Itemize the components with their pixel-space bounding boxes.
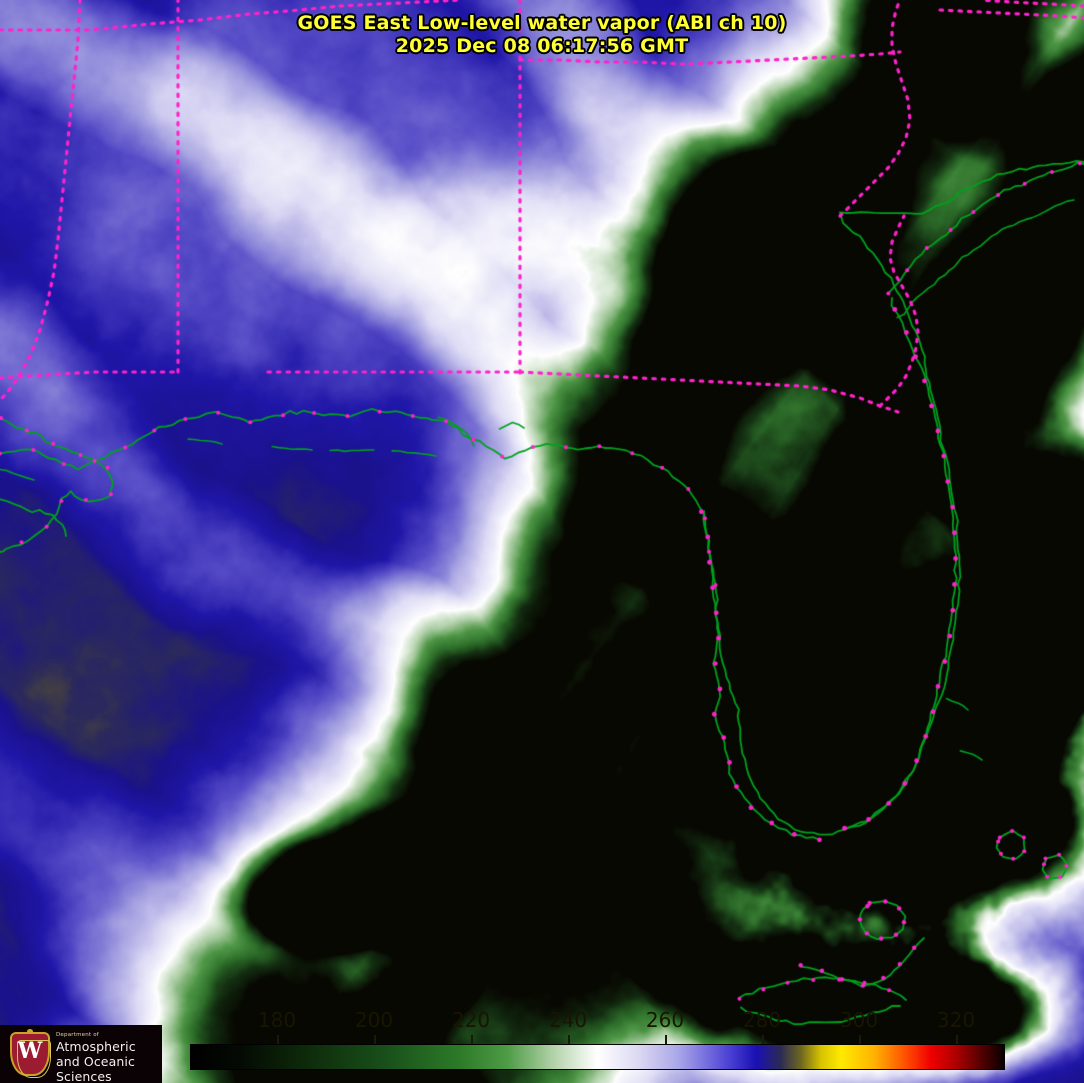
logo-text-block: Department of Atmospheric and Oceanic Sc… (56, 1032, 160, 1083)
colorbar-tick-marks (190, 1034, 1005, 1044)
colorbar-tick-label: 220 (451, 1008, 491, 1032)
logo-name-line-1: Atmospheric (56, 1039, 136, 1054)
logo-name-line-2: and Oceanic Sciences (56, 1054, 135, 1083)
crest-shield-icon (10, 1032, 51, 1078)
colorbar-tick (762, 1035, 764, 1044)
colorbar-tick (665, 1035, 667, 1044)
colorbar-tick-label: 300 (839, 1008, 879, 1032)
logo-department-line: Department of (56, 1032, 99, 1038)
uw-aos-logo: W Department of Atmospheric and Oceanic … (0, 1025, 162, 1083)
colorbar-tick-label: 240 (548, 1008, 588, 1032)
crest-letter: W (17, 1038, 43, 1064)
colorbar-tick-label: 260 (645, 1008, 685, 1032)
crest-finial-icon (27, 1029, 33, 1034)
colorbar-tick (859, 1035, 861, 1044)
colorbar-tick-label: 320 (936, 1008, 976, 1032)
colorbar-tick (568, 1035, 570, 1044)
colorbar-tick (956, 1035, 958, 1044)
colorbar-tick-label: 180 (257, 1008, 297, 1032)
colorbar-tick-labels: 180 200 220 240 260 280 300 320 (190, 1008, 1005, 1034)
colorbar-tick (471, 1035, 473, 1044)
colorbar-tick (374, 1035, 376, 1044)
uw-crest-icon: W (8, 1029, 52, 1079)
colorbar-tick-label: 280 (742, 1008, 782, 1032)
colorbar-tick (277, 1035, 279, 1044)
bottom-legend-bar: W Department of Atmospheric and Oceanic … (0, 1005, 1084, 1083)
crest-inner-border-icon (17, 1040, 51, 1078)
colorbar: 180 200 220 240 260 280 300 320 (190, 1008, 1005, 1070)
colorbar-tick-label: 200 (354, 1008, 394, 1032)
colorbar-gradient (190, 1044, 1005, 1070)
